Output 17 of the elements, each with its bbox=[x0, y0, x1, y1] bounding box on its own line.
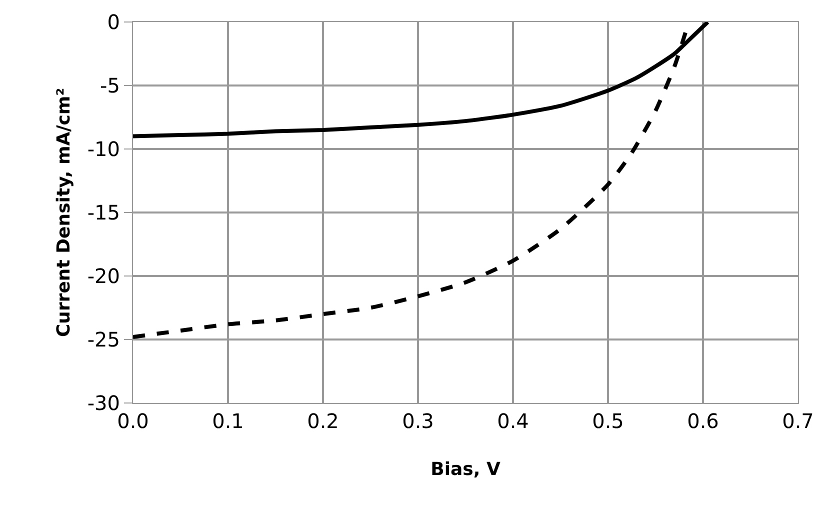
y-tick-label: -10 bbox=[87, 137, 120, 161]
x-tick-label: 0.0 bbox=[117, 409, 149, 433]
y-tick-label: -30 bbox=[87, 391, 120, 415]
y-tick-label: -20 bbox=[87, 264, 120, 288]
x-axis-title: Bias, V bbox=[430, 459, 500, 480]
x-tick-label: 0.6 bbox=[687, 409, 719, 433]
y-tick-label: -25 bbox=[87, 328, 120, 352]
x-tick-label: 0.2 bbox=[307, 409, 339, 433]
x-tick-label: 0.7 bbox=[782, 409, 814, 433]
y-tick-label: -15 bbox=[87, 200, 120, 224]
x-tick-label: 0.1 bbox=[212, 409, 244, 433]
y-axis-title: Current Density, mA/cm² bbox=[54, 88, 75, 338]
x-tick-label: 0.3 bbox=[402, 409, 434, 433]
y-tick-label: -5 bbox=[100, 74, 120, 98]
y-tick-label: 0 bbox=[107, 10, 120, 34]
x-tick-label: 0.5 bbox=[592, 409, 624, 433]
x-tick-label: 0.4 bbox=[497, 409, 529, 433]
